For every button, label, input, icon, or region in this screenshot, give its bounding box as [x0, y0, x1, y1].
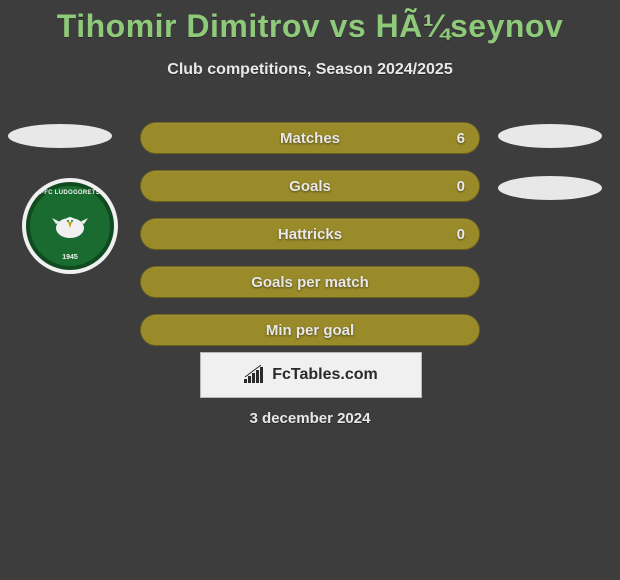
club-badge: PFC LUDOGORETS 1945	[22, 178, 118, 274]
stat-rows: Matches 6 Goals 0 Hattricks 0 Goals per …	[140, 122, 480, 362]
stat-label: Min per goal	[266, 322, 354, 339]
club-badge-top-text: PFC LUDOGORETS	[30, 190, 110, 196]
club-badge-year: 1945	[30, 254, 110, 261]
bar-chart-icon	[244, 365, 266, 385]
stat-row-goals-per-match: Goals per match	[140, 266, 480, 298]
stat-row-min-per-goal: Min per goal	[140, 314, 480, 346]
player-right-oval-1	[498, 124, 602, 148]
page-title: Tihomir Dimitrov vs HÃ¼seynov	[0, 0, 620, 45]
stat-label: Goals	[289, 178, 331, 195]
stat-value: 0	[457, 178, 465, 195]
date-line: 3 december 2024	[0, 410, 620, 427]
club-badge-inner: PFC LUDOGORETS 1945	[26, 182, 114, 270]
comparison-card: Tihomir Dimitrov vs HÃ¼seynov Club compe…	[0, 0, 620, 580]
eagle-icon	[48, 204, 92, 248]
stat-label: Hattricks	[278, 226, 342, 243]
player-left-oval	[8, 124, 112, 148]
player-right-oval-2	[498, 176, 602, 200]
stat-row-goals: Goals 0	[140, 170, 480, 202]
stat-value: 0	[457, 226, 465, 243]
stat-value: 6	[457, 130, 465, 147]
stat-label: Goals per match	[251, 274, 369, 291]
brand-text: FcTables.com	[272, 366, 378, 384]
stat-row-hattricks: Hattricks 0	[140, 218, 480, 250]
brand-box: FcTables.com	[200, 352, 422, 398]
page-subtitle: Club competitions, Season 2024/2025	[0, 61, 620, 79]
stat-label: Matches	[280, 130, 340, 147]
stat-row-matches: Matches 6	[140, 122, 480, 154]
